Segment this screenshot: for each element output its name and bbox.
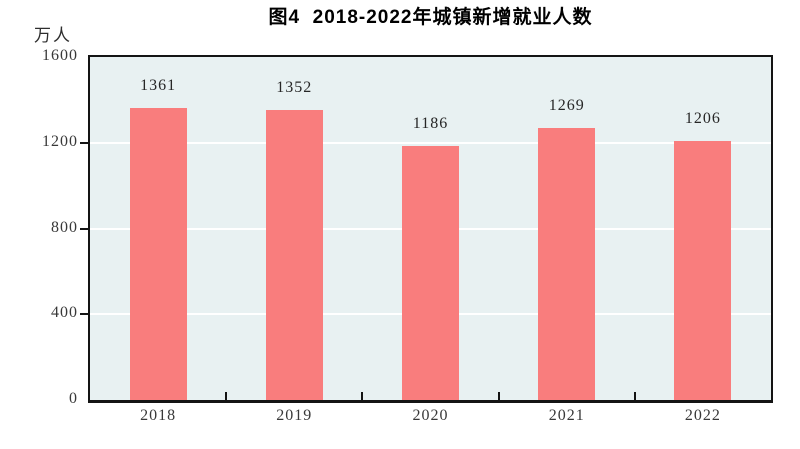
y-tick-label: 400 xyxy=(51,304,78,322)
gridline xyxy=(90,141,771,144)
x-tick-label-2021: 2021 xyxy=(548,407,585,424)
y-axis-tick xyxy=(80,313,88,316)
bar-2022 xyxy=(674,141,732,400)
y-tick-label: 0 xyxy=(69,390,78,407)
bar-value-label: 1269 xyxy=(548,96,585,114)
plot-area: 1361 1352 1186 1269 1206 xyxy=(88,55,773,403)
x-tick-label-2022: 2022 xyxy=(684,407,721,424)
y-axis-tick xyxy=(80,227,88,230)
bar-value-label: 1206 xyxy=(684,110,721,128)
bar-value-label: 1352 xyxy=(276,79,313,97)
bar-2019 xyxy=(265,110,323,400)
y-tick-label: 1600 xyxy=(42,47,78,64)
x-axis-tick xyxy=(497,392,500,400)
y-tick-label: 1200 xyxy=(42,132,78,150)
x-tick-label-2020: 2020 xyxy=(412,407,449,424)
x-axis-tick xyxy=(361,392,364,400)
bar-2020 xyxy=(402,145,459,400)
x-axis-tick xyxy=(633,392,636,400)
x-axis-tick xyxy=(225,392,228,400)
y-axis-tick xyxy=(80,141,88,144)
bar-2018 xyxy=(129,108,187,400)
bar-2021 xyxy=(538,127,596,400)
bar-value-label: 1186 xyxy=(412,114,449,132)
chart-title: 图4 2018-2022年城镇新增就业人数 xyxy=(268,7,593,28)
bar-value-label: 1361 xyxy=(140,77,177,95)
y-axis-unit-label: 万人 xyxy=(34,26,72,45)
x-tick-label-2019: 2019 xyxy=(276,407,313,424)
x-tick-label-2018: 2018 xyxy=(140,407,177,424)
y-tick-label: 800 xyxy=(51,218,78,236)
